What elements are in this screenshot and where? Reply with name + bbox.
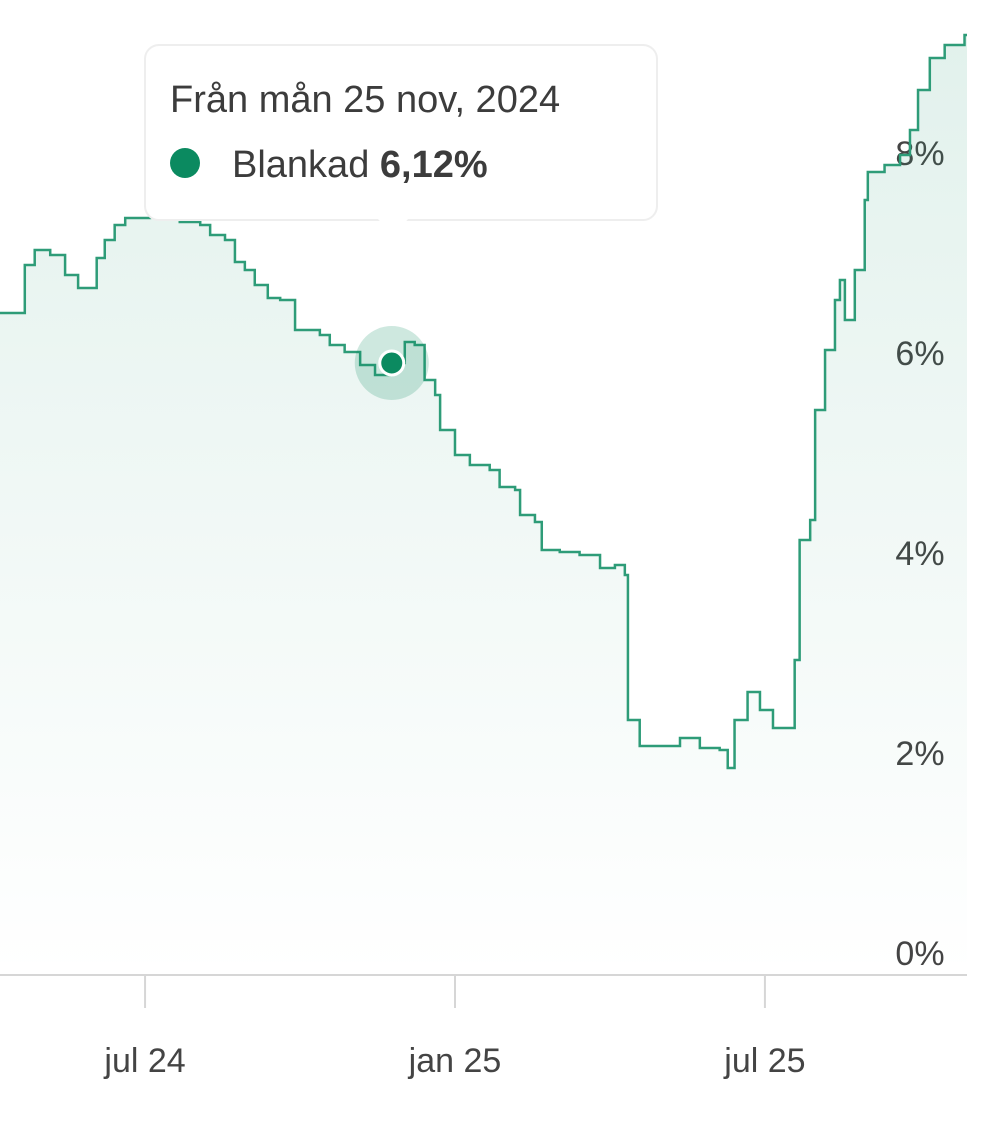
tooltip-pointer: [378, 219, 408, 236]
area: [0, 35, 967, 975]
tooltip-value: 6,12%: [380, 144, 488, 186]
highlight-point: [378, 349, 406, 377]
tooltip-box: [144, 44, 658, 221]
tooltip-series-name: Blankad: [232, 144, 369, 186]
x-tick-label: jan 25: [408, 1042, 502, 1080]
x-tick-label: jul 25: [723, 1042, 805, 1080]
x-tick-label: jul 24: [103, 1042, 185, 1080]
tooltip-marker: [170, 148, 200, 178]
tooltip: Från mån 25 nov, 2024 Blankad 6,12%: [144, 44, 658, 236]
tooltip-title: Från mån 25 nov, 2024: [170, 79, 560, 121]
tooltip-series: Blankad 6,12%: [232, 144, 488, 186]
